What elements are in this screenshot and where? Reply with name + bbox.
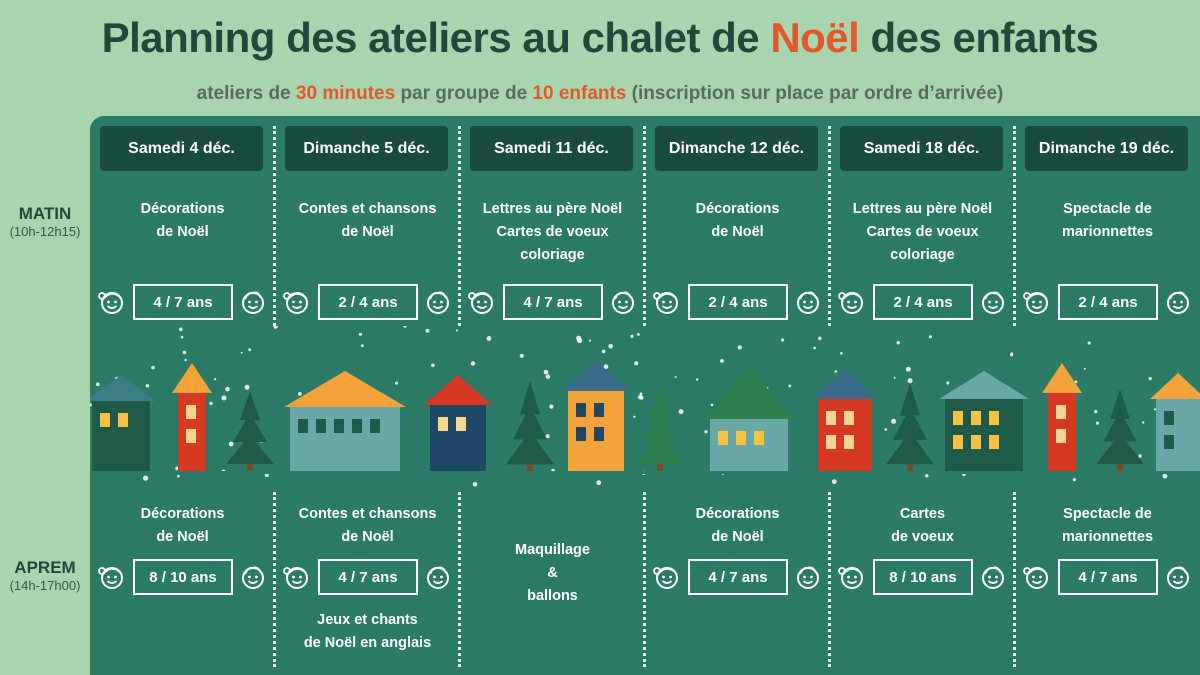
girl-face-icon — [98, 567, 123, 589]
afternoon-activity-line: de Noël — [341, 529, 394, 545]
girl-face-icon — [653, 292, 678, 314]
morning-activity-line: coloriage — [890, 247, 955, 263]
girl-face-icon — [283, 567, 308, 589]
age-range-box: 2 / 4 ans — [688, 284, 788, 320]
boy-face-icon — [1167, 291, 1189, 314]
column-divider — [458, 126, 461, 326]
boy-face-icon — [242, 566, 264, 589]
column-divider — [828, 126, 831, 326]
morning-activity-line: Contes et chansons — [298, 201, 437, 217]
age-range-box: 4 / 7 ans — [1058, 559, 1158, 595]
column-divider — [828, 492, 831, 667]
age-range-box: 8 / 10 ans — [133, 559, 233, 595]
afternoon-activity-line: de Noël — [156, 529, 209, 545]
girl-face-icon — [98, 292, 123, 314]
page-subtitle: ateliers de 30 minutes par groupe de 10 … — [0, 83, 1200, 105]
girl-face-icon — [1023, 567, 1048, 589]
day-header: Samedi 11 déc. — [470, 126, 633, 171]
afternoon-extra-line: de Noël en anglais — [303, 635, 432, 651]
column-divider — [1013, 492, 1016, 667]
boy-face-icon — [797, 291, 819, 314]
day-header: Dimanche 5 déc. — [285, 126, 448, 171]
afternoon-activity-line: de voeux — [891, 529, 954, 545]
morning-activity-line: marionnettes — [1061, 224, 1154, 240]
boy-face-icon — [982, 291, 1004, 314]
age-range-box: 4 / 7 ans — [503, 284, 603, 320]
afternoon-activity-line: Contes et chansons — [298, 506, 437, 522]
christmas-village-illustration — [90, 326, 1200, 488]
age-range-box: 2 / 4 ans — [318, 284, 418, 320]
girl-face-icon — [653, 567, 678, 589]
girl-face-icon — [838, 567, 863, 589]
morning-time: (10h-12h15) — [9, 224, 81, 239]
boy-face-icon — [797, 566, 819, 589]
morning-activity-line: de Noël — [711, 224, 764, 240]
column-divider — [458, 492, 461, 667]
morning-activity-line: de Noël — [156, 224, 209, 240]
girl-face-icon — [283, 292, 308, 314]
boy-face-icon — [982, 566, 1004, 589]
girl-face-icon — [838, 292, 863, 314]
subtitle-group-size: 10 enfants — [532, 83, 627, 104]
afternoon-activity-line: Spectacle de — [1063, 506, 1152, 522]
boy-face-icon — [427, 291, 449, 314]
subtitle-part: ateliers de — [196, 83, 296, 104]
afternoon-activity-line: marionnettes — [1061, 529, 1154, 545]
afternoon-activity-line: Maquillage — [515, 542, 590, 558]
morning-activity-line: Lettres au père Noël — [482, 201, 623, 217]
subtitle-part: (inscription sur place par ordre d’arriv… — [626, 83, 1004, 104]
afternoon-activity-line: Décorations — [695, 506, 780, 522]
afternoon-activity-line: & — [547, 565, 558, 581]
day-header: Samedi 18 déc. — [840, 126, 1003, 171]
boy-face-icon — [427, 566, 449, 589]
afternoon-activity-line: de Noël — [711, 529, 764, 545]
age-range-box: 2 / 4 ans — [1058, 284, 1158, 320]
morning-activity-line: Cartes de voeux — [496, 224, 609, 240]
age-range-box: 4 / 7 ans — [688, 559, 788, 595]
afternoon-extra-line: Jeux et chants — [317, 612, 418, 628]
morning-activity-line: Décorations — [140, 201, 225, 217]
column-divider — [273, 492, 276, 667]
afternoon-label: APREM — [14, 558, 76, 577]
day-header: Samedi 4 déc. — [100, 126, 263, 171]
girl-face-icon — [468, 292, 493, 314]
boy-face-icon — [242, 291, 264, 314]
morning-activity-line: coloriage — [520, 247, 585, 263]
boy-face-icon — [612, 291, 634, 314]
page-title: Planning des ateliers au chalet de Noël … — [0, 14, 1200, 62]
morning-activity-line: Cartes de voeux — [866, 224, 979, 240]
afternoon-activity-line: ballons — [527, 588, 578, 604]
subtitle-part: par groupe de — [395, 83, 533, 104]
morning-label: MATIN — [18, 204, 72, 223]
morning-activity-line: Décorations — [695, 201, 780, 217]
title-accent: Noël — [770, 14, 860, 61]
afternoon-activity-line: Décorations — [140, 506, 225, 522]
column-divider — [643, 126, 646, 326]
afternoon-slot-label: APREM (14h-17h00) — [0, 558, 90, 593]
age-range-box: 4 / 7 ans — [133, 284, 233, 320]
day-header: Dimanche 12 déc. — [655, 126, 818, 171]
day-header: Dimanche 19 déc. — [1025, 126, 1188, 171]
column-divider — [643, 492, 646, 667]
boy-face-icon — [1167, 566, 1189, 589]
title-text: Planning des ateliers au chalet de — [101, 14, 771, 61]
girl-face-icon — [1023, 292, 1048, 314]
afternoon-activity-line: Cartes — [899, 506, 946, 522]
afternoon-time: (14h-17h00) — [9, 578, 81, 593]
title-text-end: des enfants — [859, 14, 1099, 61]
age-range-box: 2 / 4 ans — [873, 284, 973, 320]
morning-activity-line: de Noël — [341, 224, 394, 240]
subtitle-duration: 30 minutes — [295, 83, 396, 104]
morning-activity-line: Lettres au père Noël — [852, 201, 993, 217]
column-divider — [273, 126, 276, 326]
morning-activity-line: Spectacle de — [1063, 201, 1152, 217]
morning-slot-label: MATIN (10h-12h15) — [0, 204, 90, 239]
age-range-box: 4 / 7 ans — [318, 559, 418, 595]
column-divider — [1013, 126, 1016, 326]
age-range-box: 8 / 10 ans — [873, 559, 973, 595]
